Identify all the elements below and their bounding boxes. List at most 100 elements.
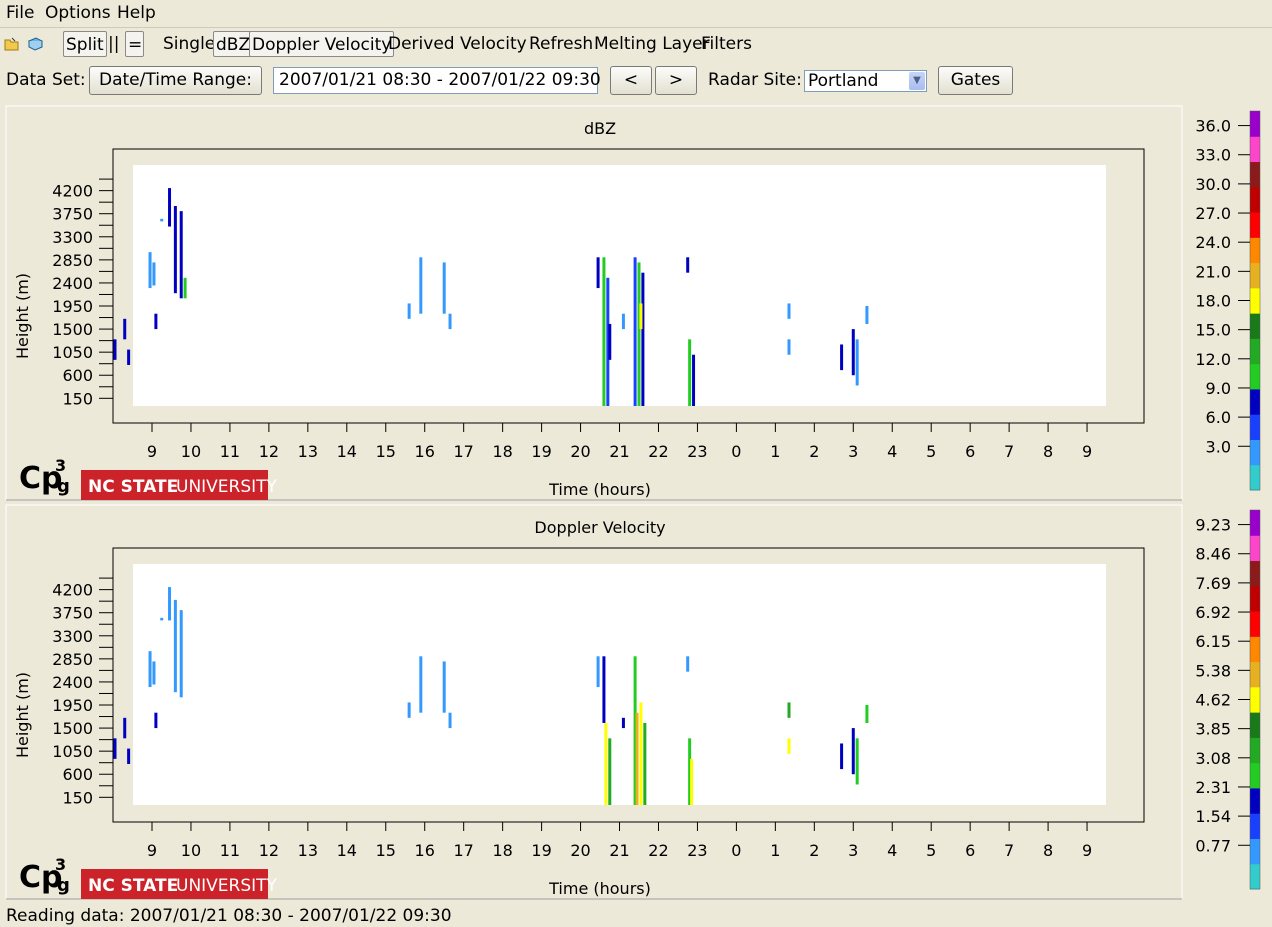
x-tick-label: 12 — [259, 841, 279, 860]
dbz-toggle[interactable]: dBZ — [213, 31, 254, 57]
colorbar-label: 6.0 — [1206, 408, 1231, 427]
colorbar-label: 9.0 — [1206, 379, 1231, 398]
gates-button[interactable]: Gates — [938, 66, 1013, 95]
menu-bar: File Options Help — [0, 0, 1272, 28]
data-cell — [855, 738, 859, 785]
data-cell — [686, 257, 690, 273]
colorbar-segment — [1250, 838, 1260, 865]
data-cell — [407, 702, 411, 718]
colorbar-label: 2.31 — [1195, 778, 1231, 797]
x-tick-label: 5 — [926, 841, 936, 860]
colorbar-segment — [1250, 414, 1260, 440]
colorbar-segment — [1250, 560, 1260, 587]
x-tick-label: 1 — [770, 442, 780, 461]
data-set-label: Data Set: — [6, 70, 86, 90]
y-tick-label: 2850 — [52, 650, 93, 669]
doppler-velocity-panel: Doppler Velocity150600105015001950240028… — [5, 504, 1261, 900]
split-button[interactable]: Split — [63, 31, 107, 57]
x-tick-label: 5 — [926, 442, 936, 461]
x-tick-label: 17 — [454, 841, 474, 860]
colorbar-segment — [1250, 863, 1260, 890]
x-tick-label: 10 — [181, 841, 201, 860]
previous-button[interactable]: < — [610, 66, 652, 95]
pause-button[interactable]: || — [108, 34, 120, 54]
colorbar-segment — [1250, 737, 1260, 764]
x-tick-label: 11 — [220, 442, 240, 461]
data-cell — [179, 610, 183, 698]
derived-velocity-toggle[interactable]: Derived Velocity — [388, 34, 527, 54]
colorbar-segment — [1250, 111, 1260, 137]
single-button[interactable]: Single — [163, 34, 216, 54]
chevron-down-icon[interactable]: ▼ — [909, 72, 925, 90]
open-folder-icon[interactable] — [4, 37, 20, 51]
data-cell — [787, 702, 791, 718]
x-tick-label: 0 — [731, 442, 741, 461]
data-cell — [639, 702, 643, 805]
y-tick-label: 3750 — [52, 205, 93, 224]
data-cell — [173, 599, 177, 693]
date-time-range-button[interactable]: Date/Time Range: — [89, 66, 262, 95]
colorbar-segment — [1250, 611, 1260, 637]
cp3g-logo-superscript: 3 — [55, 456, 66, 475]
data-cell — [787, 738, 791, 754]
data-cell — [840, 344, 844, 371]
data-cell — [173, 206, 177, 294]
x-tick-label: 21 — [609, 442, 629, 461]
colorbar-label: 33.0 — [1195, 146, 1231, 165]
nc-state-logo-bg — [81, 869, 268, 899]
data-cell — [123, 717, 127, 739]
save-book-icon[interactable] — [27, 37, 43, 51]
colorbar-label: 36.0 — [1195, 117, 1231, 136]
data-cell — [602, 656, 606, 723]
plot-area — [133, 564, 1106, 805]
filters-button[interactable]: Filters — [701, 34, 752, 54]
colorbar-label: 30.0 — [1195, 175, 1231, 194]
data-cell — [688, 339, 692, 406]
date-time-range-field[interactable]: 2007/01/21 08:30 - 2007/01/22 09:30 — [273, 67, 601, 94]
doppler-velocity-toggle[interactable]: Doppler Velocity — [249, 31, 395, 57]
next-button[interactable]: > — [655, 66, 697, 95]
data-cell — [692, 354, 696, 406]
data-cell — [621, 313, 625, 330]
data-cell — [113, 339, 117, 360]
data-cell — [154, 712, 158, 729]
plot-area — [133, 165, 1106, 406]
menu-help[interactable]: Help — [117, 3, 156, 23]
colorbar-segment — [1250, 686, 1260, 713]
colorbar-label: 0.77 — [1195, 836, 1231, 855]
y-tick-label: 1950 — [52, 696, 93, 715]
data-cell — [633, 656, 637, 805]
data-cell — [152, 661, 156, 685]
melting-layer-button[interactable]: Melting Layer — [594, 34, 710, 54]
data-cell — [442, 661, 446, 713]
data-cell — [840, 743, 844, 770]
data-cell — [621, 717, 625, 729]
y-tick-label: 3300 — [52, 228, 93, 247]
x-tick-label: 4 — [887, 442, 897, 461]
x-tick-label: 0 — [731, 841, 741, 860]
x-tick-label: 9 — [1082, 841, 1092, 860]
data-cell — [633, 257, 637, 406]
refresh-button[interactable]: Refresh — [529, 34, 594, 54]
y-tick-label: 1500 — [52, 719, 93, 738]
colorbar-segment — [1250, 762, 1260, 789]
menu-file[interactable]: File — [6, 3, 35, 23]
x-tick-label: 12 — [259, 442, 279, 461]
menu-options[interactable]: Options — [45, 3, 111, 23]
data-cell — [851, 329, 855, 376]
radar-site-select[interactable]: Portland ▼ — [804, 70, 927, 92]
x-tick-label: 6 — [965, 841, 975, 860]
colorbar-label: 15.0 — [1195, 321, 1231, 340]
cp3g-logo-subscript: g — [57, 875, 70, 896]
x-tick-label: 7 — [1004, 841, 1014, 860]
colorbar-label: 6.92 — [1195, 603, 1231, 622]
x-tick-label: 23 — [687, 841, 707, 860]
data-cell — [608, 323, 612, 360]
data-cell — [127, 748, 131, 764]
colorbar-segment — [1250, 262, 1260, 289]
equals-button[interactable]: = — [125, 31, 144, 57]
x-tick-label: 21 — [609, 841, 629, 860]
y-tick-label: 150 — [62, 788, 93, 807]
